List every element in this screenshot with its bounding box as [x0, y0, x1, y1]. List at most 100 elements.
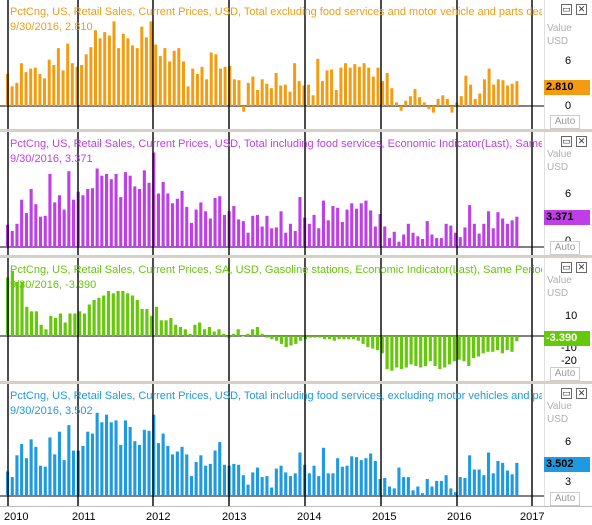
bar	[332, 336, 336, 341]
bar	[279, 336, 283, 344]
axis-tick: 3	[565, 476, 572, 488]
bar	[53, 202, 57, 247]
bar	[117, 48, 121, 106]
restore-icon[interactable]: ▭	[561, 136, 572, 147]
bar	[476, 336, 480, 357]
bar	[436, 98, 440, 106]
pane-splitter[interactable]	[0, 381, 592, 384]
auto-scale-button[interactable]: Auto	[550, 241, 580, 255]
bar	[109, 422, 113, 496]
bar	[369, 453, 373, 496]
bar	[30, 311, 34, 337]
bar	[367, 67, 371, 106]
bar	[483, 79, 486, 106]
bar	[340, 222, 344, 247]
bar	[171, 454, 175, 496]
bar	[279, 465, 283, 496]
close-icon[interactable]: ✕	[576, 136, 587, 147]
bar	[39, 216, 43, 247]
bar	[255, 214, 259, 247]
chart-panel-1: PctCng, US, Retail Sales, Current Prices…	[0, 0, 592, 129]
bar	[237, 464, 241, 496]
close-icon[interactable]: ✕	[576, 388, 587, 399]
bar	[24, 458, 28, 496]
bar	[327, 336, 332, 340]
axis-header-value: Value	[547, 275, 572, 286]
bar	[218, 196, 222, 247]
year-label: 2014	[297, 511, 322, 523]
bar	[311, 95, 315, 106]
bar	[44, 329, 48, 337]
bar	[376, 67, 380, 106]
chart-panel-4: PctCng, US, Retail Sales, Current Prices…	[0, 384, 592, 506]
bar	[444, 223, 448, 247]
bar	[265, 215, 269, 247]
bar	[54, 318, 58, 336]
close-icon[interactable]: ✕	[576, 262, 587, 273]
bar	[147, 182, 151, 247]
panel-title: PctCng, US, Retail Sales, Current Prices…	[10, 390, 542, 402]
bar	[80, 65, 84, 106]
close-icon[interactable]: ✕	[576, 4, 587, 15]
bar	[70, 63, 74, 106]
bar	[164, 320, 168, 337]
bar	[265, 476, 269, 496]
bar	[270, 336, 274, 340]
bar	[199, 202, 203, 247]
bar	[256, 90, 260, 106]
auto-scale-button[interactable]: Auto	[550, 367, 580, 381]
bar	[325, 70, 329, 106]
bar	[421, 493, 425, 496]
bar	[48, 437, 52, 496]
auto-scale-button[interactable]: Auto	[550, 115, 580, 129]
bar	[449, 488, 453, 496]
bar	[317, 476, 321, 496]
bar	[492, 84, 496, 106]
bar-plot-1	[0, 0, 544, 129]
bar	[29, 439, 33, 496]
restore-icon[interactable]: ▭	[561, 388, 572, 399]
bar	[242, 106, 246, 112]
bar	[57, 195, 61, 247]
bar	[246, 232, 250, 247]
bar	[116, 291, 120, 336]
pane-splitter[interactable]	[0, 129, 592, 132]
pane-splitter[interactable]	[0, 255, 592, 258]
bar-plot-3	[0, 258, 544, 381]
bar	[34, 204, 38, 247]
bar	[223, 66, 227, 106]
bar	[284, 336, 288, 347]
bar	[100, 175, 104, 247]
bar	[491, 336, 495, 352]
bar	[15, 82, 19, 106]
bar	[312, 214, 316, 247]
auto-scale-button[interactable]: Auto	[550, 492, 580, 506]
year-label: 2015	[372, 511, 397, 523]
restore-icon[interactable]: ▭	[561, 262, 572, 273]
bar	[454, 492, 458, 496]
bar	[62, 460, 66, 496]
bar	[92, 300, 96, 336]
bar	[194, 462, 198, 496]
bar	[413, 89, 417, 106]
bar	[430, 234, 434, 247]
bar	[63, 322, 67, 336]
bar	[462, 336, 466, 362]
value-axis: Value USD 6 0	[544, 132, 592, 255]
bar	[251, 215, 255, 247]
bar	[119, 197, 123, 247]
bar	[38, 73, 42, 106]
restore-icon[interactable]: ▭	[561, 4, 572, 15]
bar	[395, 336, 399, 368]
bar	[156, 443, 160, 496]
bar	[395, 102, 398, 106]
bar	[246, 484, 250, 496]
bar	[183, 329, 187, 337]
bar	[205, 79, 209, 106]
bar	[20, 199, 24, 247]
bar	[67, 425, 71, 496]
bar	[472, 223, 476, 247]
bar	[469, 84, 473, 106]
bar	[130, 295, 135, 336]
bar	[411, 490, 415, 496]
